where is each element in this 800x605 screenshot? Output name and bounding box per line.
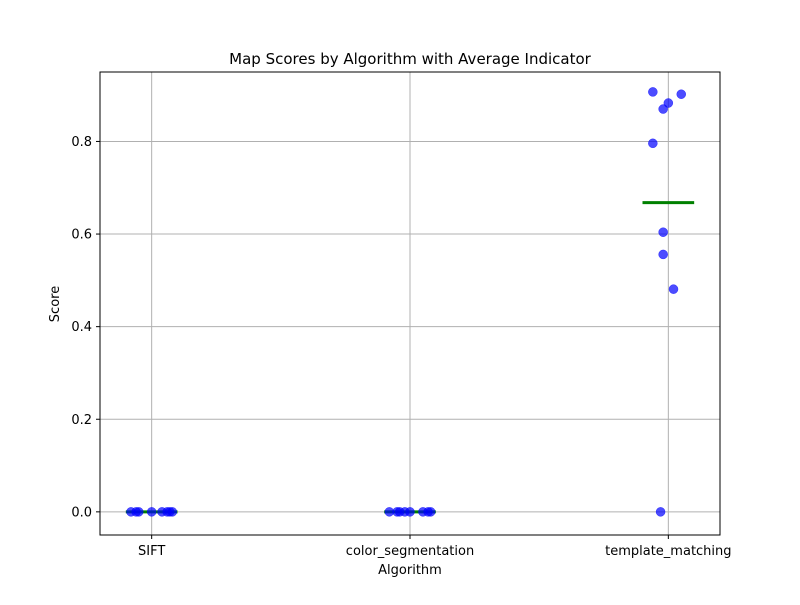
data-point: [425, 507, 436, 517]
data-point: [167, 507, 178, 517]
x-tick-label: color_segmentation: [346, 544, 474, 559]
x-axis-ticks: SIFT color_segmentation template_matching: [138, 535, 732, 559]
data-point: [658, 249, 668, 260]
data-point: [648, 138, 658, 149]
y-tick-label: 0.8: [71, 135, 92, 150]
data-point: [663, 98, 674, 108]
y-tick-label: 0.6: [71, 228, 92, 243]
data-point: [655, 507, 666, 517]
data-point: [134, 507, 144, 517]
data-point: [648, 87, 658, 97]
y-axis-label: Score: [48, 286, 63, 322]
data-point: [405, 507, 415, 517]
data-points: [126, 87, 686, 517]
x-tick-label: template_matching: [605, 544, 731, 559]
data-point: [668, 284, 679, 294]
y-tick-label: 0.0: [71, 505, 92, 520]
y-axis-ticks: 0.0 0.2 0.4 0.6 0.8: [71, 135, 100, 520]
y-tick-label: 0.4: [71, 320, 92, 335]
data-point: [658, 104, 668, 114]
grid-lines: [100, 72, 720, 535]
data-point: [146, 507, 157, 517]
data-point: [658, 227, 668, 237]
y-tick-label: 0.2: [71, 413, 92, 428]
chart-title: Map Scores by Algorithm with Average Ind…: [229, 50, 591, 68]
x-axis-label: Algorithm: [378, 563, 442, 578]
data-point: [676, 89, 686, 99]
x-tick-label: SIFT: [138, 544, 165, 559]
